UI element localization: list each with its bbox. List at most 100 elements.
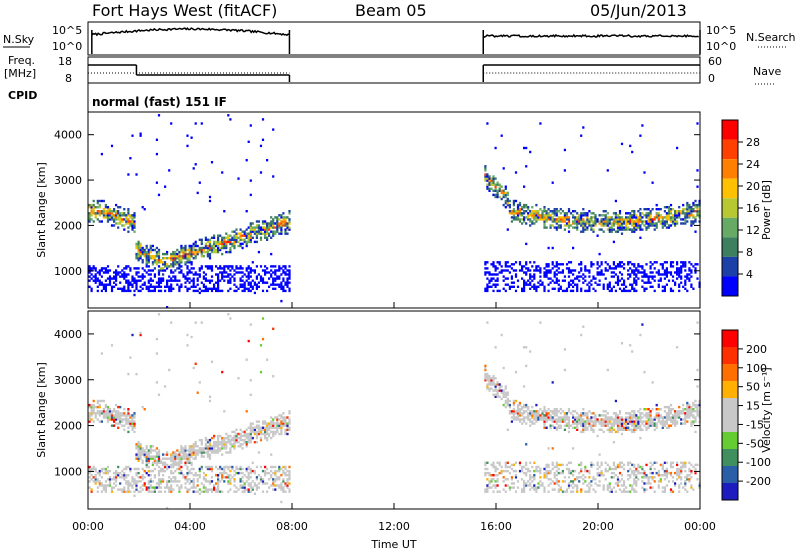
velocity-cell: [231, 465, 234, 469]
power-cell: [602, 273, 605, 276]
velocity-cell: [653, 480, 656, 483]
power-cell: [688, 206, 691, 209]
velocity-cell: [629, 476, 632, 479]
velocity-cell: [504, 484, 507, 487]
power-cell: [606, 224, 609, 227]
velocity-cell: [237, 441, 240, 444]
power-cell: [518, 220, 522, 223]
velocity-cell: [629, 484, 632, 487]
velocity-cell: [529, 474, 532, 477]
velocity-cell: [192, 480, 195, 483]
velocity-cell: [567, 484, 571, 487]
velocity-cell: [614, 430, 617, 434]
velocity-cell: [280, 424, 283, 427]
power-cell: [557, 210, 560, 213]
power-cell: [663, 206, 666, 209]
velocity-cell: [590, 461, 593, 464]
power-cell: [696, 122, 699, 125]
power-cell: [625, 285, 628, 288]
velocity-cell: [180, 447, 183, 450]
velocity-cell: [143, 484, 146, 487]
velocity-cell: [168, 476, 171, 479]
power-cell: [678, 273, 681, 276]
velocity-cell: [249, 424, 252, 427]
velocity-cell: [502, 488, 505, 491]
velocity-cell: [631, 414, 634, 417]
velocity-cell: [210, 488, 214, 491]
velocity-cell: [604, 420, 607, 423]
power-cell: [243, 285, 246, 288]
velocity-cell: [249, 484, 252, 487]
power-cell: [229, 242, 232, 246]
power-cell: [247, 271, 250, 274]
velocity-cell: [219, 471, 222, 475]
power-cell: [674, 212, 677, 215]
power-cell: [602, 218, 605, 221]
power-cell: [278, 285, 281, 288]
velocity-cell: [119, 405, 122, 409]
velocity-cell: [492, 381, 495, 384]
power-cell: [210, 248, 214, 252]
velocity-cell: [635, 428, 638, 431]
velocity-cell: [631, 471, 634, 475]
velocity-cell: [578, 414, 581, 417]
power-cell: [219, 271, 222, 274]
power-cell: [217, 275, 220, 278]
power-cell: [113, 210, 116, 213]
power-cell: [210, 244, 214, 248]
power-cell: [162, 273, 165, 276]
velocity-cell: [545, 416, 548, 419]
velocity-cell: [504, 395, 507, 398]
power-cell: [213, 234, 216, 237]
power-cell: [616, 265, 620, 268]
velocity-cell: [545, 420, 548, 423]
power-cell: [551, 181, 554, 184]
velocity-cell: [535, 420, 538, 423]
velocity-cell: [272, 432, 275, 436]
power-cell: [647, 222, 650, 225]
power-cell: [135, 255, 138, 258]
velocity-cell: [627, 490, 630, 493]
power-cell: [127, 273, 130, 276]
power-cell: [249, 269, 252, 272]
velocity-cell: [606, 428, 609, 431]
power-cell: [494, 183, 497, 186]
power-cell: [488, 175, 491, 178]
power-cell: [278, 232, 281, 235]
velocity-cell: [627, 422, 630, 425]
power-cell: [641, 212, 644, 215]
power-cell: [113, 218, 116, 221]
velocity-cell: [108, 482, 112, 485]
power-cell: [627, 289, 630, 293]
power-cell: [282, 220, 285, 223]
power-cell: [557, 271, 560, 274]
velocity-cell: [645, 426, 648, 429]
velocity-cell: [549, 426, 552, 429]
power-cell: [582, 277, 585, 280]
power-cell: [133, 222, 136, 225]
power-cell: [98, 269, 101, 272]
velocity-cell: [125, 416, 128, 419]
velocity-cell: [194, 362, 197, 365]
power-cell: [690, 222, 693, 225]
velocity-cell: [616, 480, 620, 483]
power-cell: [125, 222, 128, 225]
velocity-cell: [543, 426, 546, 429]
power-cell: [133, 226, 136, 229]
velocity-cell: [196, 490, 199, 493]
power-cell: [631, 269, 634, 272]
power-cell: [113, 224, 116, 227]
power-cell: [115, 210, 118, 213]
power-cell: [190, 246, 193, 250]
power-cell: [202, 248, 205, 252]
power-cell: [143, 283, 146, 286]
velocity-cell: [496, 461, 499, 464]
velocity-cell: [502, 389, 505, 392]
velocity-cell: [504, 478, 507, 481]
velocity-cell: [147, 465, 150, 469]
velocity-cell: [543, 476, 546, 479]
power-cell: [510, 281, 513, 284]
velocity-cell: [115, 410, 118, 413]
power-cell: [268, 271, 271, 274]
power-cell: [100, 275, 103, 278]
